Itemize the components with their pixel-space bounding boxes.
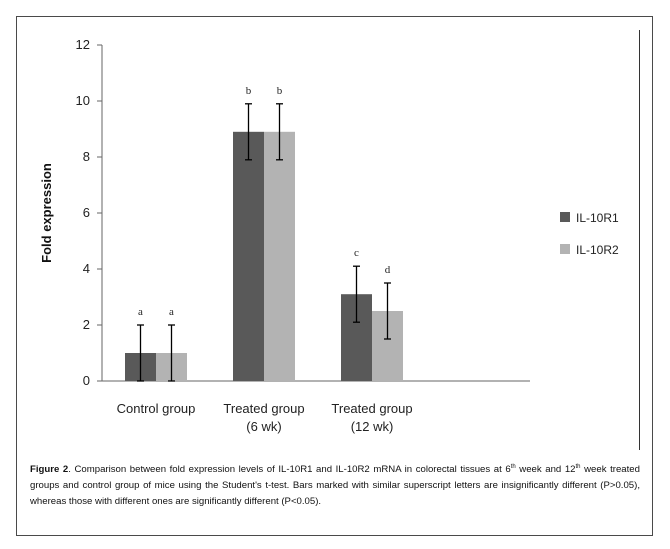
legend-label-il-10r2: IL-10R2 (576, 243, 619, 257)
bar-il-10r2 (264, 131, 295, 381)
caption-sep: . (68, 464, 75, 475)
x-category-label: Control group (117, 401, 196, 416)
legend-label-il-10r1: IL-10R1 (576, 211, 619, 225)
caption-sup-1: th (510, 463, 516, 470)
y-tick-label: 6 (83, 205, 90, 220)
significance-letter: a (169, 306, 174, 318)
caption-text-2: week and 12 (515, 464, 576, 475)
y-tick-label: 12 (76, 37, 90, 52)
panel-divider (639, 30, 640, 450)
caption-text-3: week treated groups and control group of… (30, 464, 640, 507)
caption-sup-2: th (575, 463, 581, 470)
caption-label: Figure 2 (30, 464, 69, 475)
chart-bars (125, 103, 403, 382)
y-tick-label: 10 (76, 93, 90, 108)
significance-letter: b (246, 85, 252, 97)
figure-caption: Figure 2. Comparison between fold expres… (30, 462, 640, 510)
legend-swatch-il-10r1 (560, 212, 570, 222)
chart-legend: IL-10R1 IL-10R2 (560, 211, 619, 257)
x-category-label: Treated group (331, 401, 412, 416)
significance-letter: b (277, 85, 283, 97)
y-tick-label: 4 (83, 261, 90, 276)
caption-text-1: Comparison between fold expression level… (74, 464, 511, 475)
bar-il-10r1 (233, 131, 264, 381)
chart-axes: 0 2 4 6 8 10 12 Fold expression (39, 37, 530, 388)
y-tick-label: 0 (83, 373, 90, 388)
x-category-label: Treated group (223, 401, 304, 416)
chart-labels: a a Control group b b Treated group (6 wk) c d Tr… (117, 85, 413, 434)
y-axis-title: Fold expression (39, 163, 54, 263)
significance-letter: a (138, 306, 143, 318)
bar-chart: 0 2 4 6 8 10 12 Fold expression a a Control group… (39, 37, 619, 434)
significance-letter: c (354, 247, 359, 259)
y-tick-label: 2 (83, 317, 90, 332)
figure-frame (16, 16, 653, 536)
x-category-sublabel: (6 wk) (246, 419, 281, 434)
significance-letter: d (385, 264, 391, 276)
y-tick-label: 8 (83, 149, 90, 164)
legend-swatch-il-10r2 (560, 244, 570, 254)
x-category-sublabel: (12 wk) (351, 419, 394, 434)
